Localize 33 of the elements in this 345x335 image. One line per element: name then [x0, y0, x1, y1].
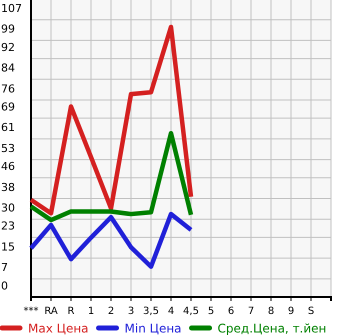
legend-label: Сред.Цена, т.йен	[218, 322, 326, 335]
y-tick-label: 61	[1, 121, 15, 134]
x-tick-label: 2	[108, 306, 114, 318]
y-tick-label: 92	[1, 40, 15, 54]
x-tick-label: 1	[88, 306, 94, 318]
x-tick-label: R	[68, 306, 75, 318]
legend-label: Max Цена	[28, 322, 89, 335]
y-tick-label: 76	[1, 82, 15, 96]
y-tick-label: 30	[1, 202, 15, 215]
y-tick-label: 84	[1, 62, 15, 75]
x-tick-label: 3,5	[143, 306, 159, 318]
legend-label: Min Цена	[124, 322, 182, 335]
x-tick-label: ***	[24, 306, 38, 318]
x-tick-label: 8	[268, 306, 274, 318]
y-tick-label: 15	[1, 240, 15, 254]
x-tick-label: S	[308, 306, 314, 318]
y-tick-label: 0	[1, 279, 8, 292]
x-tick-label: 6	[228, 306, 234, 318]
x-tick-label: 4	[168, 306, 174, 318]
y-tick-label: 7	[1, 261, 8, 274]
x-tick-label: 9	[288, 306, 294, 318]
x-tick-label: 4,5	[183, 306, 199, 318]
x-tick-label: 3	[128, 306, 134, 318]
y-tick-label: 23	[1, 220, 15, 233]
y-tick-label: 107	[1, 2, 22, 15]
y-tick-label: 53	[1, 142, 15, 155]
x-tick-label: 5	[208, 306, 214, 318]
y-tick-label: 99	[1, 22, 15, 36]
y-tick-label: 38	[1, 180, 15, 194]
x-tick-label: RA	[44, 306, 58, 318]
y-tick-label: 46	[1, 160, 15, 174]
x-tick-label: 7	[248, 306, 254, 318]
y-tick-label: 69	[1, 100, 15, 114]
